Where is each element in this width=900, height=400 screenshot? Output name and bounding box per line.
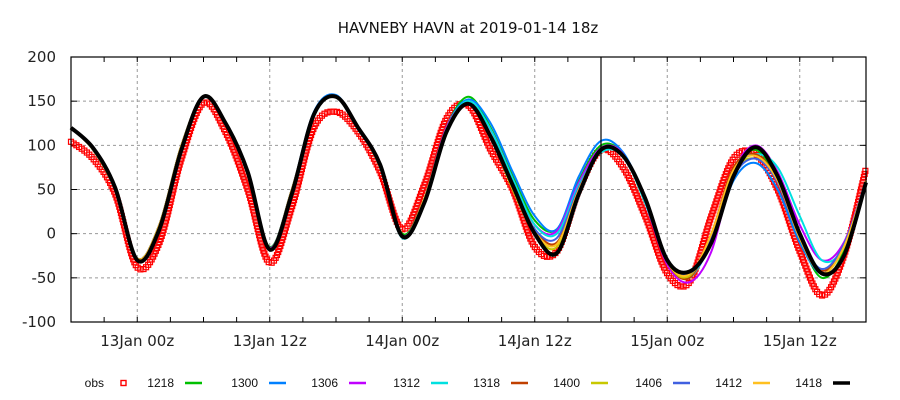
y-tick-label: 200 — [27, 48, 56, 66]
x-tick-label: 13Jan 00z — [100, 332, 174, 350]
obs-marker — [324, 109, 331, 116]
legend-marker — [120, 379, 127, 387]
obs-marker — [200, 99, 208, 106]
obs-marker — [137, 266, 144, 273]
x-tick-label: 13Jan 12z — [233, 332, 307, 350]
legend-label: 1406 — [635, 376, 662, 390]
legend-item-1218: 1218 — [147, 376, 202, 390]
legend-item-1406: 1406 — [635, 376, 690, 390]
legend-item-1412: 1412 — [715, 376, 770, 390]
legend-label: 1306 — [311, 376, 338, 390]
legend: obs 1218 1300 1306 1312 1318 1400 1406 1412 1418 — [85, 376, 850, 390]
legend-item-1418: 1418 — [795, 376, 850, 390]
legend-label: 1300 — [231, 376, 258, 390]
obs-marker — [677, 283, 684, 290]
legend-label: 1318 — [473, 376, 500, 390]
legend-item-1312: 1312 — [393, 376, 448, 390]
legend-item-obs: obs — [85, 376, 127, 390]
obs-marker — [862, 167, 869, 174]
legend-item-1300: 1300 — [231, 376, 286, 390]
y-tick-label: -50 — [32, 269, 57, 287]
obs-marker — [543, 253, 551, 260]
x-axis: 13Jan 00z 13Jan 12z 14Jan 00z 14Jan 12z 15Ja… — [100, 57, 837, 350]
x-tick-label: 15Jan 00z — [630, 332, 704, 350]
y-tick-label: 50 — [37, 181, 56, 199]
series-1418 — [69, 94, 868, 277]
legend-label: 1418 — [795, 376, 822, 390]
series-group — [67, 93, 869, 299]
legend-label: 1218 — [147, 376, 174, 390]
x-tick-label: 14Jan 00z — [365, 332, 439, 350]
x-tick-label: 14Jan 12z — [498, 332, 572, 350]
obs-marker — [330, 108, 337, 115]
plot-frame — [70, 56, 867, 323]
chart-title: HAVNEBY HAVN at 2019-01-14 18z — [338, 19, 599, 37]
y-tick-label: 100 — [27, 136, 56, 154]
legend-item-1306: 1306 — [311, 376, 366, 390]
y-tick-label: -100 — [22, 313, 56, 331]
legend-item-1318: 1318 — [473, 376, 528, 390]
obs-marker — [327, 108, 334, 115]
legend-label: 1312 — [393, 376, 420, 390]
y-tick-label: 0 — [46, 225, 56, 243]
y-tick-label: 150 — [27, 92, 56, 110]
x-tick-label: 15Jan 12z — [763, 332, 837, 350]
legend-label: 1400 — [553, 376, 580, 390]
series-line — [69, 94, 868, 277]
legend-label: obs — [85, 376, 104, 390]
obs-marker — [861, 170, 868, 178]
legend-item-1400: 1400 — [553, 376, 608, 390]
legend-label: 1412 — [715, 376, 742, 390]
